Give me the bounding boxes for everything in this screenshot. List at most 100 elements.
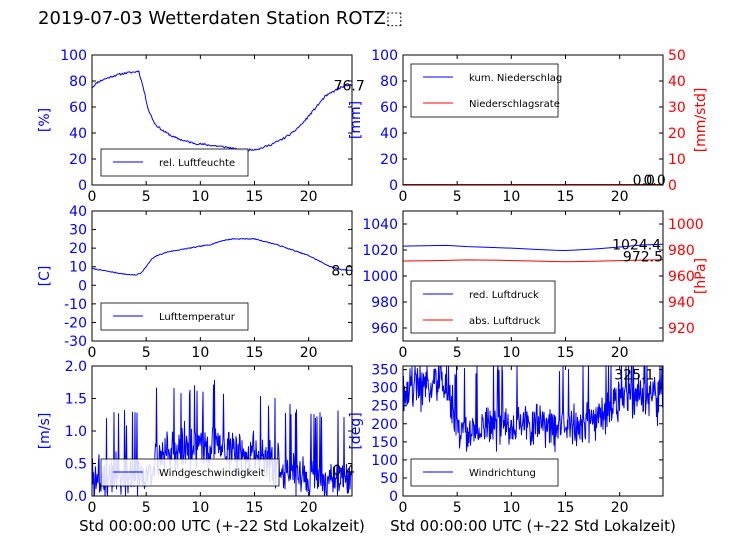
pressure-legend-label: abs. Luftdruck [469,316,540,327]
humidity-legend-label: rel. Luftfeuchte [159,158,235,169]
temperature-ylabel: [C] [37,266,53,287]
precipitation-ytick-label: 60 [380,100,398,116]
windspeed-series-windgeschwindigkeit [91,379,353,497]
pressure-ytick-label: 980 [371,295,398,311]
precipitation-legend-label: kum. Niederschlag [469,73,562,84]
temperature-xtick-label: 20 [300,345,318,361]
winddirection-xtick-label: 20 [611,500,629,516]
pressure-ytick-label: 1000 [362,269,398,285]
pressure-xtick-label: 5 [453,345,462,361]
winddirection-annotation: 325.1 [614,367,654,383]
temperature-ytick-label: -30 [64,334,87,350]
precipitation-xtick-label: 10 [502,189,520,205]
temperature-xtick-label: 10 [191,345,209,361]
temperature-ytick-label: 10 [69,260,87,276]
precipitation-y2label: [mm/std] [693,88,709,153]
precipitation-legend-label: Niederschlagsrate [469,99,560,110]
pressure-series-abs-luftdruck [402,259,664,263]
pressure-legend-label: red. Luftdruck [469,290,539,301]
windspeed-legend-label: Windgeschwindigkeit [159,468,265,479]
winddirection-xtick-label: 0 [399,500,408,516]
pressure-y2tick-label: 1000 [668,217,704,233]
humidity-xtick-label: 0 [88,189,97,205]
windspeed-ytick-label: 2.0 [65,359,87,375]
precipitation-xtick-label: 20 [611,189,629,205]
windspeed-ytick-label: 0.5 [65,457,87,473]
humidity-ylabel: [%] [37,108,53,132]
windspeed-ylabel: [m/s] [37,413,53,450]
temperature-ytick-label: 0 [78,278,87,294]
precipitation-xtick-label: 0 [399,189,408,205]
humidity-xtick-label: 5 [142,189,151,205]
precipitation-ytick-label: 80 [380,74,398,90]
precipitation-plot-frame [402,54,664,186]
figure-title: 2019-07-03 Wetterdaten Station ROTZ⬚ [38,8,403,29]
humidity-series-rel-luftfeuchte [91,70,353,152]
precipitation-ylabel: [mm] [348,101,364,139]
pressure-annotation: 972.5 [623,250,663,266]
temperature-ytick-label: -20 [64,315,87,331]
precipitation-y2tick-label: 50 [668,48,686,64]
temperature-series-lufttemperatur [91,237,353,276]
humidity-ytick-label: 40 [69,126,87,142]
precipitation-ytick-label: 0 [389,178,398,194]
humidity-xtick-label: 10 [191,189,209,205]
humidity-plot-frame [91,54,353,186]
winddirection-ytick-label: 150 [371,435,398,451]
precipitation-y2tick-label: 0 [668,178,677,194]
pressure-xtick-label: 20 [611,345,629,361]
windspeed-ytick-label: 0.0 [65,489,87,505]
temperature-annotation: 8.0 [331,263,353,279]
winddirection-ytick-label: 350 [371,363,398,379]
pressure-ytick-label: 960 [371,321,398,337]
winddirection-legend-label: Windrichtung [469,468,536,479]
precipitation-ytick-label: 40 [380,126,398,142]
humidity-ytick-label: 80 [69,74,87,90]
temperature-ytick-label: 30 [69,223,87,239]
winddirection-xlabel: Std 00:00:00 UTC (+-22 Std Lokalzeit) [390,517,676,535]
pressure-ytick-label: 1040 [362,217,398,233]
winddirection-plot-frame [402,365,664,497]
windspeed-xlabel: Std 00:00:00 UTC (+-22 Std Lokalzeit) [79,517,365,535]
precipitation-y2tick-label: 30 [668,100,686,116]
windspeed-xtick-label: 10 [191,500,209,516]
precipitation-ytick-label: 20 [380,152,398,168]
precipitation-xtick-label: 15 [557,189,575,205]
winddirection-ytick-label: 250 [371,399,398,415]
precipitation-annotation: 0.0 [644,173,666,189]
windspeed-annotation: 0.4 [333,463,355,479]
humidity-ytick-label: 20 [69,152,87,168]
winddirection-ytick-label: 0 [389,489,398,505]
winddirection-series-windrichtung [402,365,664,453]
temperature-xtick-label: 5 [142,345,151,361]
humidity-ytick-label: 60 [69,100,87,116]
winddirection-ytick-label: 200 [371,417,398,433]
precipitation-ytick-label: 100 [371,48,398,64]
precipitation-legend-box [410,63,559,118]
temperature-ytick-label: 20 [69,241,87,257]
pressure-y2tick-label: 960 [668,269,695,285]
pressure-xtick-label: 15 [557,345,575,361]
windspeed-ytick-label: 1.0 [65,424,87,440]
windspeed-xtick-label: 0 [88,500,97,516]
precipitation-annotation: 0.0 [633,173,655,189]
winddirection-xtick-label: 10 [502,500,520,516]
humidity-xtick-label: 15 [246,189,264,205]
pressure-series-red-luftdruck [402,243,664,252]
winddirection-xtick-label: 15 [557,500,575,516]
temperature-xtick-label: 15 [246,345,264,361]
pressure-y2tick-label: 980 [668,243,695,259]
pressure-xtick-label: 10 [502,345,520,361]
winddirection-ytick-label: 50 [380,471,398,487]
temperature-legend-label: Lufttemperatur [159,312,236,323]
windspeed-xtick-label: 5 [142,500,151,516]
windspeed-xtick-label: 20 [300,500,318,516]
pressure-legend-box [410,280,556,334]
windspeed-ytick-label: 1.5 [65,392,87,408]
windspeed-xtick-label: 15 [246,500,264,516]
precipitation-y2tick-label: 40 [668,74,686,90]
pressure-y2tick-label: 940 [668,295,695,311]
precipitation-y2tick-label: 10 [668,152,686,168]
winddirection-xtick-label: 5 [453,500,462,516]
